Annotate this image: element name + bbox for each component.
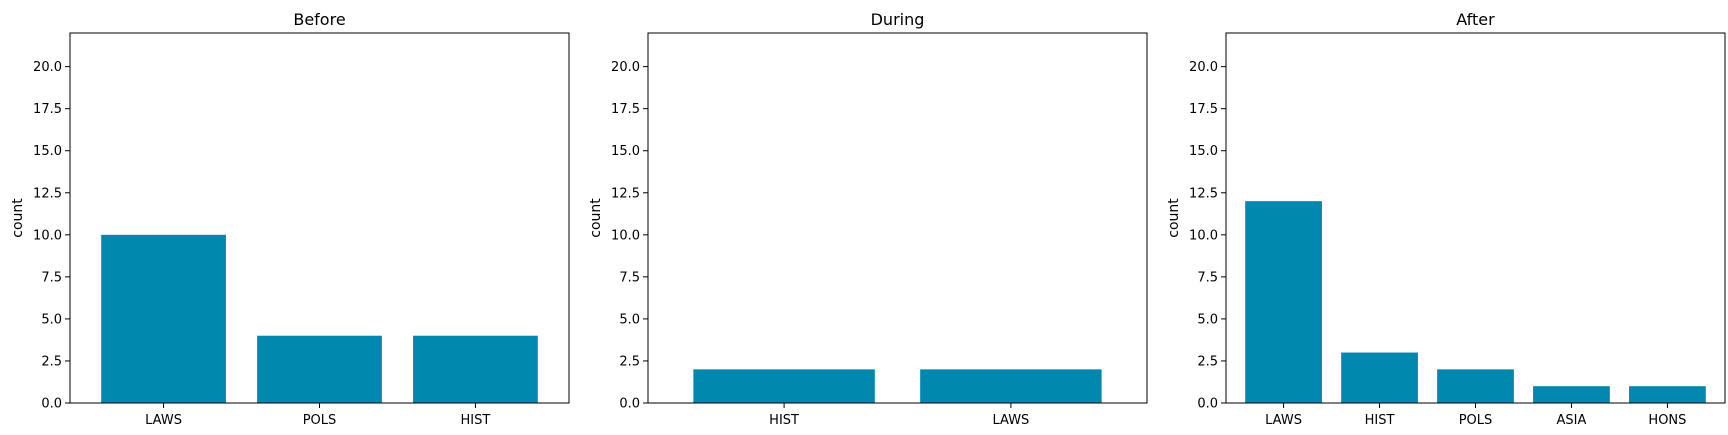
y-tick-label: 0.0 xyxy=(619,397,640,412)
y-tick-label: 10.0 xyxy=(611,228,640,243)
y-tick-label: 20.0 xyxy=(611,60,640,75)
bar-asia xyxy=(1533,386,1610,403)
x-tick-label: LAWS xyxy=(145,413,182,428)
y-tick-label: 20.0 xyxy=(1189,60,1218,75)
y-tick-label: 20.0 xyxy=(33,60,62,75)
chart-title: Before xyxy=(293,10,345,29)
y-tick-label: 5.0 xyxy=(41,312,62,327)
y-tick-label: 17.5 xyxy=(1189,102,1218,117)
y-tick-label: 12.5 xyxy=(33,186,62,201)
chart-title: During xyxy=(871,10,925,29)
y-tick-label: 7.5 xyxy=(619,270,640,285)
bar-pols xyxy=(257,335,382,403)
x-tick-label: LAWS xyxy=(992,413,1029,428)
bar-hist xyxy=(413,335,538,403)
chart-panel-3: 0.0 2.5 5.0 7.5 10.0 12.5 15.0 17.5 20.0 LAWS HIST… xyxy=(1166,10,1726,428)
chart-title: After xyxy=(1456,10,1495,29)
y-axis-label: count xyxy=(1166,198,1182,238)
y-tick-label: 15.0 xyxy=(33,144,62,159)
y-tick-label: 2.5 xyxy=(1197,354,1218,369)
axes-frame xyxy=(647,32,1148,404)
bar-laws xyxy=(1245,201,1322,403)
y-tick-label: 10.0 xyxy=(33,228,62,243)
y-tick-label: 5.0 xyxy=(1197,312,1218,327)
y-tick-label: 15.0 xyxy=(1189,144,1218,159)
x-tick-label: ASIA xyxy=(1557,413,1587,428)
bar-laws xyxy=(101,234,226,403)
y-tick-label: 12.5 xyxy=(611,186,640,201)
y-tick-label: 0.0 xyxy=(41,397,62,412)
x-tick-label: HIST xyxy=(1365,413,1395,428)
y-tick-label: 5.0 xyxy=(619,312,640,327)
bar-hist xyxy=(1341,352,1418,403)
y-tick-label: 0.0 xyxy=(1197,397,1218,412)
y-tick-label: 10.0 xyxy=(1189,228,1218,243)
y-axis-label: count xyxy=(588,198,604,238)
chart-panel-2: 0.0 2.5 5.0 7.5 10.0 12.5 15.0 17.5 20.0 HIST LAWS… xyxy=(588,10,1148,428)
x-tick-label: HONS xyxy=(1648,413,1686,428)
bar-hons xyxy=(1629,386,1706,403)
y-tick-label: 15.0 xyxy=(611,144,640,159)
y-tick-label: 7.5 xyxy=(41,270,62,285)
y-tick-label: 17.5 xyxy=(611,102,640,117)
bar-pols xyxy=(1437,369,1514,403)
y-tick-label: 7.5 xyxy=(1197,270,1218,285)
bar-laws xyxy=(920,369,1102,403)
bar-hist xyxy=(693,369,875,403)
y-tick-label: 17.5 xyxy=(33,102,62,117)
y-tick-label: 2.5 xyxy=(41,354,62,369)
x-tick-label: POLS xyxy=(303,413,337,428)
chart-panel-1: 0.0 2.5 5.0 7.5 10.0 12.5 15.0 17.5 20.0 LAWS POLS… xyxy=(10,10,570,428)
y-tick-label: 2.5 xyxy=(619,354,640,369)
x-tick-label: HIST xyxy=(461,413,491,428)
y-tick-label: 12.5 xyxy=(1189,186,1218,201)
x-tick-label: LAWS xyxy=(1265,413,1302,428)
x-tick-label: HIST xyxy=(769,413,799,428)
x-tick-label: POLS xyxy=(1459,413,1493,428)
y-axis-label: count xyxy=(10,198,26,238)
